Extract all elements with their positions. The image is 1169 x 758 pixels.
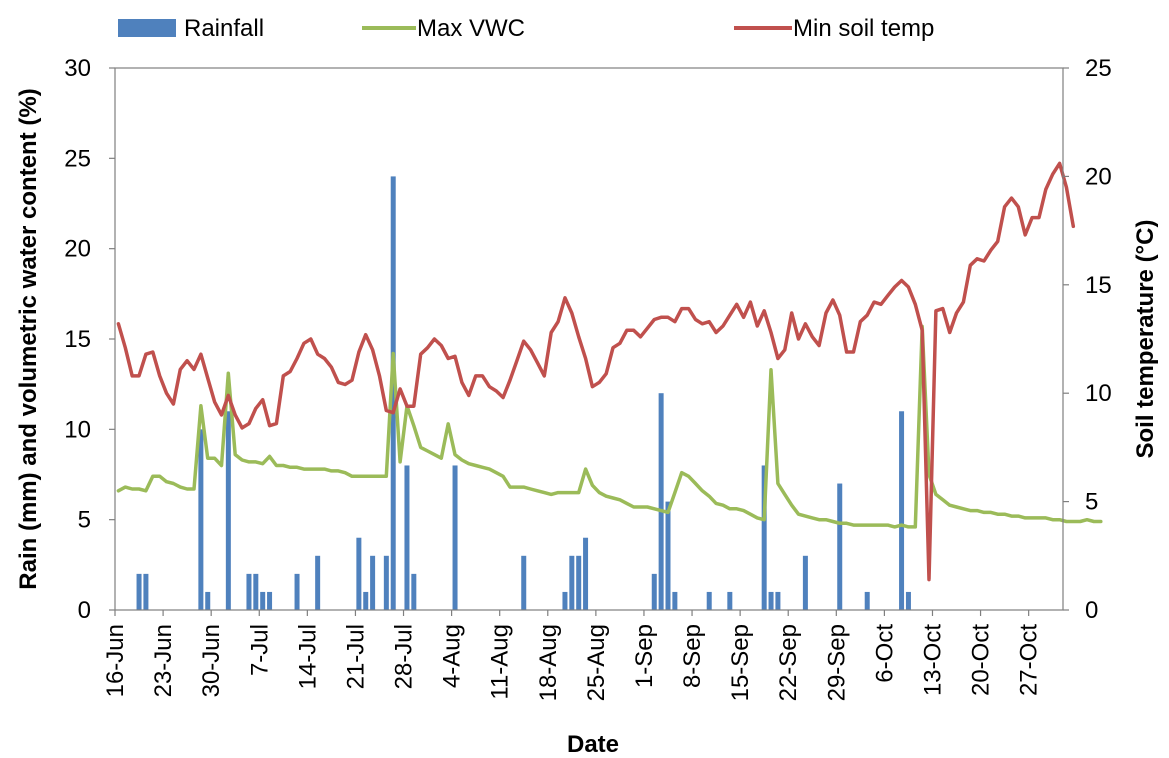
rainfall-bar [383,555,389,610]
rainfall-bar [583,537,589,610]
y-left-tick-label: 30 [64,55,91,82]
rainfall-bar [143,573,149,610]
rainfall-bar [452,465,458,610]
rainfall-bar [651,573,657,610]
rainfall-bar [363,591,369,610]
rainfall-bar [905,591,911,610]
rainfall-bar [356,537,362,610]
y-right-tick-label: 5 [1085,489,1098,516]
y-left-tick-label: 20 [64,236,91,263]
x-tick-label: 25-Aug [583,624,610,701]
rainfall-bar [404,465,410,610]
legend-temp-label: Min soil temp [793,15,934,42]
rainfall-bar [864,591,870,610]
rainfall-bar [576,555,582,610]
x-tick-label: 7-Jul [246,624,273,676]
x-tick-label: 14-Jul [294,624,321,689]
y-right-tick-label: 10 [1085,380,1112,407]
rainfall-bar [198,429,204,610]
y-left-tick-label: 25 [64,145,91,172]
rainfall-bar [315,555,321,610]
rainfall-bar [267,591,273,610]
rainfall-bar [775,591,781,610]
x-tick-label: 22-Sep [775,624,802,701]
rainfall-bar [761,465,767,610]
rainfall-bars [136,176,911,610]
axis-titles: Date Rain (mm) and volumetric water conte… [15,88,1159,758]
rainfall-bar [562,591,568,610]
x-tick-label: 4-Aug [439,624,466,688]
y-right-tick-label: 25 [1085,55,1112,82]
rainfall-bar [521,555,527,610]
legend: Rainfall Max VWC Min soil temp [118,15,934,42]
legend-rainfall-label: Rainfall [184,15,264,42]
rainfall-bar [411,573,417,610]
y-right-axis-title: Soil temperature (°C) [1132,220,1159,459]
x-tick-label: 8-Sep [679,624,706,688]
rainfall-bar [370,555,376,610]
y-left-tick-label: 0 [78,597,91,624]
rainfall-bar [225,411,231,610]
x-tick-label: 11-Aug [487,624,514,700]
y-left-axis-title: Rain (mm) and volumetric water content (… [15,88,42,589]
x-tick-label: 13-Oct [919,624,946,696]
x-tick-label: 30-Jun [198,624,225,697]
rainfall-bar [390,176,396,610]
y-right-tick-label: 20 [1085,163,1112,190]
legend-vwc-label: Max VWC [417,15,525,42]
rainfall-bar [727,591,733,610]
rainfall-bar [260,591,266,610]
x-tick-label: 23-Jun [150,624,177,697]
series-lines [116,161,1103,582]
rainfall-bar [253,573,259,610]
x-tick-label: 29-Sep [823,624,850,701]
min-soil-temp-line [116,161,1076,582]
axes: 0 5 10 15 20 25 30 0 5 10 15 20 25 16-Jun 23-Jun 30-Jun… [64,55,1111,701]
rainfall-bar [658,393,664,610]
rainfall-bar [246,573,252,610]
x-tick-label: 21-Jul [342,624,369,689]
x-tick-label: 27-Oct [1016,624,1043,696]
rainfall-bar [802,555,808,610]
rainfall-bar [768,591,774,610]
rainfall-bar [706,591,712,610]
x-tick-label: 18-Aug [535,624,562,701]
x-tick-label: 1-Sep [631,624,658,688]
rainfall-bar [294,573,300,610]
y-left-tick-label: 5 [78,507,91,534]
rainfall-bar [837,483,843,610]
rainfall-bar [205,591,211,610]
x-tick-label: 6-Oct [871,624,898,683]
legend-rainfall-swatch [118,19,176,37]
x-tick-label: 28-Jul [391,624,418,689]
rainfall-bar [672,591,678,610]
rainfall-bar [136,573,142,610]
rainfall-bar [569,555,575,610]
x-tick-label: 20-Oct [968,624,995,696]
max-vwc-line [116,324,1103,529]
rainfall-bar [665,501,671,610]
y-right-tick-label: 0 [1085,597,1098,624]
y-left-tick-label: 10 [64,416,91,443]
x-tick-label: 15-Sep [727,624,754,701]
y-right-tick-label: 15 [1085,272,1112,299]
y-left-tick-label: 15 [64,326,91,353]
rainfall-bar [899,411,905,610]
x-tick-label: 16-Jun [102,624,129,697]
x-axis-title: Date [567,731,619,758]
